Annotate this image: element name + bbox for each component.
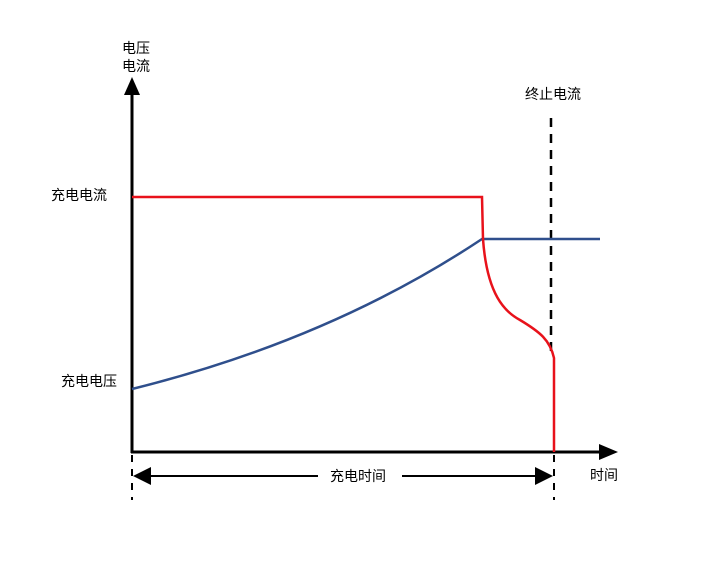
charge-current-level-label: 充电电流 [51, 188, 107, 204]
charge-time-arrowhead-right [535, 467, 553, 485]
x-axis-arrowhead [599, 444, 618, 460]
y-axis-arrowhead [124, 77, 140, 95]
x-axis-label: 时间 [590, 468, 618, 484]
charge-time-arrowhead-left [133, 467, 151, 485]
cutoff-current-label: 终止电流 [525, 87, 581, 103]
y-axis-label-current: 电流 [122, 59, 150, 75]
voltage-curve [131, 237, 600, 391]
current-curve [132, 195, 556, 452]
charge-time-label: 充电时间 [330, 469, 386, 485]
charge-voltage-level-label: 充电电压 [61, 374, 117, 390]
y-axis-label-voltage: 电压 [122, 41, 150, 57]
